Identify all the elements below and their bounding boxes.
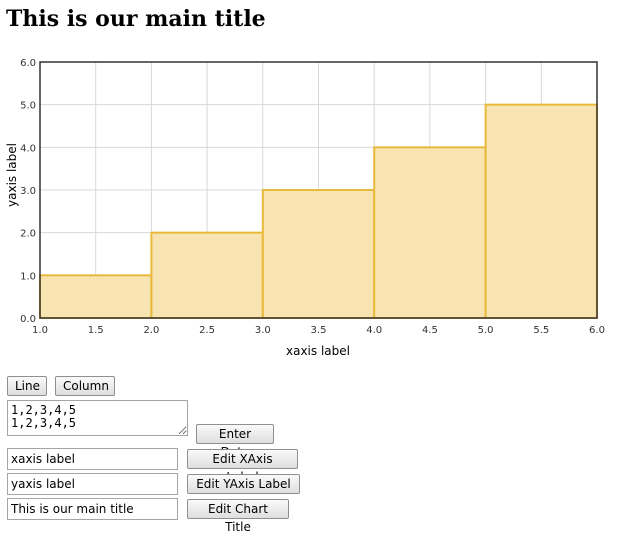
x-tick-label: 6.0 (589, 325, 605, 336)
line-chart-button[interactable]: Line (7, 376, 47, 396)
x-tick-labels: 1.0 1.5 2.0 2.5 3.0 3.5 4.0 4.5 5.0 5.5 6.0 (32, 325, 605, 336)
y-tick-label: 5.0 (20, 101, 36, 112)
yaxis-label-input[interactable] (7, 473, 178, 495)
y-tick-label: 6.0 (20, 58, 36, 69)
x-tick-label: 3.5 (311, 325, 327, 336)
y-tick-labels: 0.0 1.0 2.0 3.0 4.0 5.0 6.0 (20, 58, 36, 325)
bar (150, 231, 264, 320)
y-tick-label: 4.0 (20, 143, 36, 154)
x-tick-label: 5.0 (478, 325, 494, 336)
x-axis-label: xaxis label (286, 344, 350, 358)
column-chart-button[interactable]: Column (55, 376, 115, 396)
y-tick-label: 0.0 (20, 314, 36, 325)
y-tick-label: 3.0 (20, 186, 36, 197)
page-title: This is our main title (6, 6, 266, 32)
x-tick-label: 1.5 (88, 325, 104, 336)
x-tick-label: 4.0 (366, 325, 382, 336)
x-tick-label: 2.5 (199, 325, 215, 336)
y-tick-label: 1.0 (20, 271, 36, 282)
x-tick-label: 2.0 (143, 325, 159, 336)
edit-yaxis-label-button[interactable]: Edit YAxis Label (187, 474, 300, 494)
bar (261, 189, 376, 319)
edit-chart-title-button[interactable]: Edit Chart Title (187, 499, 289, 534)
y-axis-label: yaxis label (5, 143, 19, 207)
bar (484, 103, 599, 319)
bar (373, 146, 487, 320)
xaxis-label-input[interactable] (7, 448, 178, 470)
edit-xaxis-label-button[interactable]: Edit XAxis Label (187, 449, 298, 484)
y-tick-label: 2.0 (20, 229, 36, 240)
chart-title-input[interactable] (7, 498, 178, 520)
x-tick-label: 4.5 (422, 325, 438, 336)
enter-data-button[interactable]: Enter Data (196, 424, 274, 459)
bar (39, 274, 153, 319)
plot-frame (39, 61, 598, 319)
x-tick-label: 1.0 (32, 325, 48, 336)
x-tick-label: 5.5 (533, 325, 549, 336)
data-input[interactable] (7, 400, 188, 436)
x-tick-label: 3.0 (255, 325, 271, 336)
bar-chart: 0.01.02.03.04.05.06.0 1.0 1.5 2.0 2.5 3.0 3.5… (5, 58, 605, 358)
